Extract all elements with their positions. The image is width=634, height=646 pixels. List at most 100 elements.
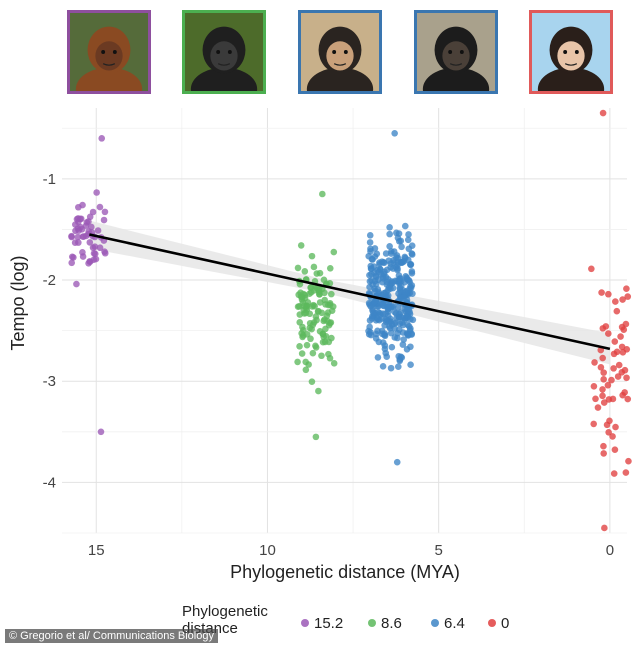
x-tick-labels: 15 10 5 0 [88,542,614,559]
data-point-6-4 [381,342,389,349]
legend-items: 15.2 8.6 6.4 0 [301,615,509,632]
data-point-8-6 [318,309,326,317]
data-point-6-4 [397,313,405,321]
data-point-8-6 [321,296,329,304]
data-point-8-6 [299,299,307,306]
data-point-6-4 [395,230,403,237]
data-point-15-2 [98,135,106,142]
data-point-0 [601,524,608,532]
data-point-6-4 [366,232,374,239]
data-point-6-4 [402,254,409,262]
data-point-6-4 [387,285,394,292]
data-point-8-6 [313,316,320,324]
data-point-0 [605,290,612,298]
legend-label-6-4: 6.4 [444,615,465,632]
data-point-0 [590,382,598,390]
grid-lines [62,108,627,534]
data-point-15-2 [73,280,80,288]
data-point-6-4 [382,250,390,257]
data-point-0 [622,469,630,476]
data-point-0 [605,428,612,436]
data-point-6-4 [383,353,391,361]
data-point-0 [599,325,607,332]
data-point-0 [600,450,608,457]
data-point-15-2 [93,189,100,196]
data-point-6-4 [380,259,387,266]
data-point-6-4 [405,231,412,238]
data-point-6-4 [387,250,395,257]
data-point-8-6 [307,284,315,291]
data-point-15-2 [70,254,77,261]
data-point-0 [597,364,605,371]
data-point-15-2 [71,239,79,247]
legend-swatch-15-2 [301,619,309,627]
data-point-8-6 [330,248,338,256]
data-point-6-4 [407,325,414,332]
data-point-0 [624,395,632,403]
data-point-0 [613,307,621,315]
x-axis-label: Phylogenetic distance (MYA) [230,562,460,582]
data-point-15-2 [91,250,99,258]
legend-swatch-0 [488,619,496,627]
data-point-6-4 [391,320,398,328]
data-point-8-6 [302,366,310,374]
data-point-8-6 [307,335,314,343]
data-point-6-4 [394,304,402,311]
data-point-8-6 [310,263,318,271]
data-point-0 [598,289,605,296]
data-point-6-4 [398,243,405,251]
data-point-15-2 [96,244,104,252]
data-point-8-6 [318,352,325,360]
data-point-0 [591,359,598,366]
data-point-6-4 [386,224,393,231]
data-point-0 [619,391,626,399]
legend-swatch-8-6 [368,619,376,627]
tempo-scatter-chart: -1 -2 -3 -4 15 10 5 0 Phylogenetic distance (M… [8,108,632,637]
data-point-6-4 [393,458,401,466]
data-point-8-6 [323,312,331,319]
data-point-6-4 [408,251,416,258]
data-point-8-6 [328,290,335,298]
data-point-0 [620,326,628,333]
y-tick-label: -2 [43,272,56,289]
data-point-6-4 [379,363,387,370]
data-point-0 [599,386,606,393]
data-point-6-4 [408,282,416,289]
y-tick-label: -3 [43,373,56,390]
data-point-8-6 [294,303,302,310]
data-point-6-4 [401,222,409,230]
data-point-15-2 [94,227,102,234]
data-point-6-4 [407,261,415,268]
data-point-8-6 [303,341,311,349]
data-point-0 [600,399,608,406]
data-point-8-6 [294,264,302,272]
data-point-0 [599,392,606,400]
data-point-6-4 [396,275,403,283]
data-point-6-4 [405,245,413,253]
data-point-6-4 [399,341,407,348]
data-point-0 [604,381,612,389]
data-point-6-4 [384,303,392,311]
data-point-0 [615,361,623,369]
data-point-0 [621,366,629,374]
data-point-6-4 [387,364,395,372]
data-point-0 [610,350,618,358]
data-point-15-2 [86,239,94,246]
data-point-8-6 [316,269,324,277]
y-tick-label: -1 [43,171,56,188]
data-point-8-6 [326,265,334,272]
data-point-0 [623,285,630,293]
data-point-8-6 [330,360,338,367]
data-point-0 [608,376,615,384]
data-point-0 [612,298,619,305]
data-point-6-4 [408,268,416,275]
data-point-0 [592,395,599,403]
data-point-0 [609,395,617,403]
data-point-8-6 [325,350,332,358]
data-point-6-4 [389,279,397,286]
data-point-6-4 [386,243,393,250]
data-point-6-4 [391,129,398,137]
data-point-0 [619,349,627,356]
data-point-15-2 [85,260,92,267]
data-point-15-2 [75,203,82,211]
